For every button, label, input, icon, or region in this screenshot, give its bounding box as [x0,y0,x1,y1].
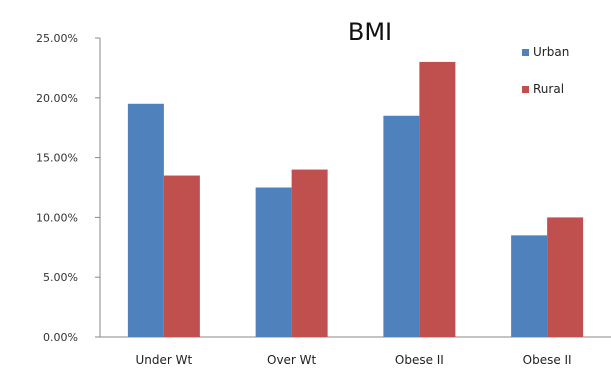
legend: Urban Rural [522,45,569,96]
y-tick-label: 20.00% [36,92,78,105]
bar-urban-1 [255,187,292,337]
y-tick-label: 5.00% [43,271,78,284]
bar-urban-3 [511,235,548,337]
x-tick-label: Over Wt [267,353,317,367]
legend-label-rural: Rural [533,82,564,96]
bar-rural-0 [163,175,200,337]
legend-swatch-rural [522,86,529,93]
bar-urban-2 [383,115,420,338]
chart-title: BMI [348,18,392,46]
y-tick-label: 25.00% [36,32,78,45]
legend-label-urban: Urban [533,45,569,59]
bars [127,61,584,338]
x-tick-label: Obese II [395,353,444,367]
y-tick-label: 0.00% [43,331,78,344]
x-tick-label: Obese II [523,353,572,367]
x-tick-label: Under Wt [136,353,193,367]
y-axis: 0.00% 5.00% 10.00% 15.00% 20.00% 25.00% [36,32,101,344]
x-axis: Under Wt Over Wt Obese II Obese II [100,336,611,367]
bar-rural-2 [419,61,456,338]
legend-swatch-urban [522,49,529,56]
bar-rural-1 [291,169,328,337]
y-tick-label: 15.00% [36,152,78,165]
bar-rural-3 [547,217,584,337]
y-tick-label: 10.00% [36,211,78,224]
bar-urban-0 [127,103,164,337]
